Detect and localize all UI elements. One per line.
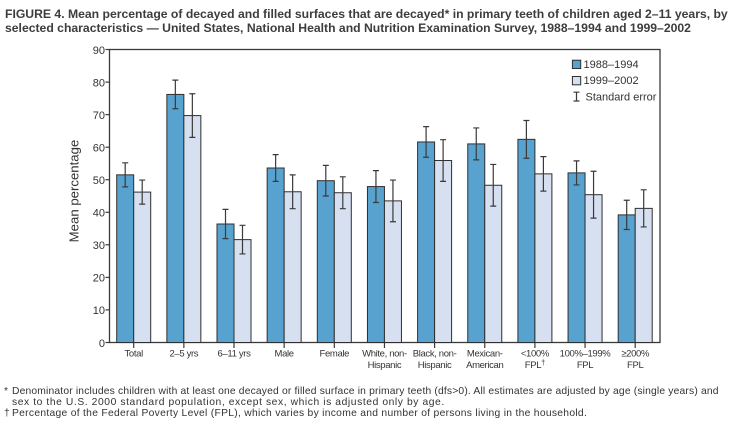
svg-text:2–5 yrs: 2–5 yrs: [169, 349, 198, 360]
svg-text:FPL: FPL: [577, 360, 593, 371]
svg-text:60: 60: [93, 143, 105, 155]
svg-text:Black, non-: Black, non-: [413, 349, 457, 360]
svg-text:50: 50: [93, 175, 105, 187]
svg-text:0: 0: [99, 338, 105, 350]
svg-text:20: 20: [93, 273, 105, 285]
svg-text:6–11 yrs: 6–11 yrs: [218, 349, 252, 360]
svg-text:Total: Total: [125, 349, 144, 360]
svg-text:≥200%: ≥200%: [621, 349, 650, 360]
svg-text:FPL: FPL: [627, 360, 643, 371]
svg-text:1988–1994: 1988–1994: [584, 59, 639, 71]
svg-text:FPL†: FPL†: [525, 358, 545, 371]
svg-text:Mexican-: Mexican-: [467, 349, 503, 360]
svg-text:40: 40: [93, 208, 105, 220]
svg-text:Male: Male: [275, 349, 294, 360]
svg-text:American: American: [466, 360, 503, 371]
svg-text:<100%: <100%: [521, 349, 550, 360]
svg-text:70: 70: [93, 110, 105, 122]
svg-text:100%–199%: 100%–199%: [560, 349, 612, 360]
svg-text:10: 10: [93, 305, 105, 317]
svg-text:Female: Female: [320, 349, 350, 360]
svg-text:1999–2002: 1999–2002: [584, 75, 639, 87]
svg-text:Hispanic: Hispanic: [418, 360, 452, 371]
svg-text:White, non-: White, non-: [362, 349, 407, 360]
svg-text:80: 80: [93, 77, 105, 89]
svg-text:Mean percentage: Mean percentage: [66, 140, 81, 243]
svg-text:Standard error: Standard error: [586, 92, 657, 104]
svg-text:30: 30: [93, 240, 105, 252]
svg-text:Hispanic: Hispanic: [368, 360, 402, 371]
svg-text:90: 90: [93, 45, 105, 57]
